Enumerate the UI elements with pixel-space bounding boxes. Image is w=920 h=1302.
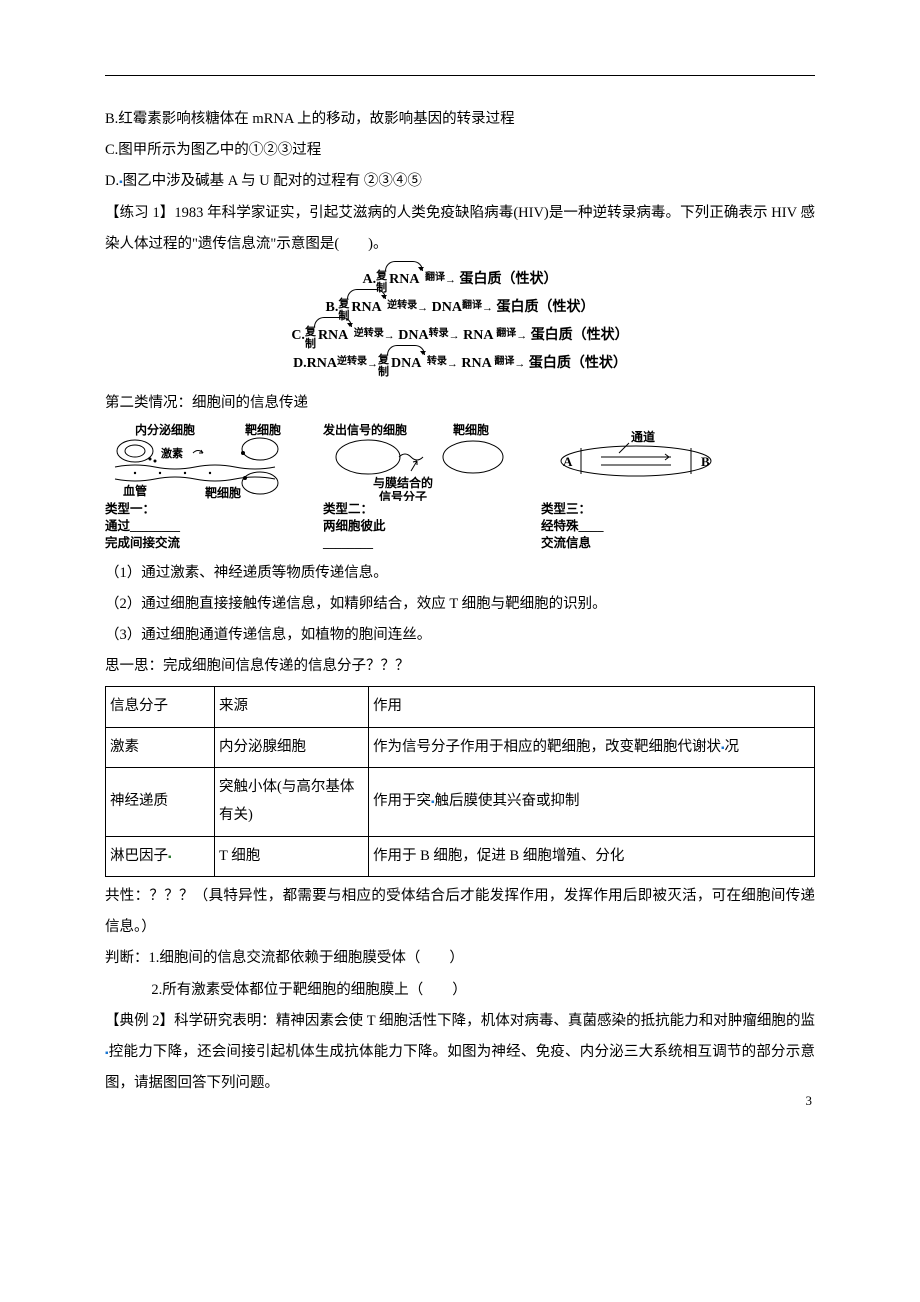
t3-line3: 交流信息 bbox=[541, 535, 731, 552]
option-d: D.▪图乙中涉及碱基 A 与 U 配对的过程有 ②③④⑤ bbox=[105, 166, 815, 197]
flow-options: A.复制RNA 翻译→ 蛋白质（性状） B.复制RNA 逆转录→ DNA翻译→ … bbox=[105, 266, 815, 378]
t1-line2: 通过________ bbox=[105, 518, 305, 535]
judge-2: 2.所有激素受体都位于靶细胞的细胞膜上（ ） bbox=[105, 975, 815, 1006]
t2-line1: 类型二： bbox=[323, 501, 523, 518]
svg-text:通道: 通道 bbox=[631, 429, 655, 444]
svg-text:血管: 血管 bbox=[123, 483, 147, 498]
diagram-type1: 内分泌细胞 靶细胞 激素 血管 靶细胞 类型一： 通过________ bbox=[105, 423, 305, 552]
judge-1: 判断：1.细胞间的信息交流都依赖于细胞膜受体（ ） bbox=[105, 943, 815, 974]
svg-text:靶细胞: 靶细胞 bbox=[453, 423, 489, 437]
t2-line2: 两细胞彼此 bbox=[323, 518, 523, 535]
svg-text:靶细胞: 靶细胞 bbox=[245, 423, 281, 437]
svg-text:靶细胞: 靶细胞 bbox=[205, 485, 241, 500]
r3c1: 淋巴因子▪ bbox=[106, 836, 215, 877]
option-c: C.图甲所示为图乙中的①②③过程 bbox=[105, 135, 815, 166]
table-row: 激素 内分泌腺细胞 作为信号分子作用于相应的靶细胞，改变靶细胞代谢状▪况 bbox=[106, 727, 815, 768]
t3-line1: 类型三： bbox=[541, 501, 731, 518]
table-row: 神经递质 突触小体(与高尔基体有关) 作用于突▪触后膜使其兴奋或抑制 bbox=[106, 768, 815, 836]
svg-text:信号分子: 信号分子 bbox=[379, 489, 427, 501]
r2c1: 神经递质 bbox=[106, 768, 215, 836]
bullet-3: （3）通过细胞通道传递信息，如植物的胞间连丝。 bbox=[105, 620, 815, 651]
think-prompt: 思一思：完成细胞间信息传递的信息分子？？？ bbox=[105, 651, 815, 682]
r2c2: 突触小体(与高尔基体有关) bbox=[215, 768, 369, 836]
opt-b: B.复制RNA 逆转录→ DNA翻译→ 蛋白质（性状） bbox=[105, 294, 815, 322]
r1c1: 激素 bbox=[106, 727, 215, 768]
option-b: B.红霉素影响核糖体在 mRNA 上的移动，故影响基因的转录过程 bbox=[105, 104, 815, 135]
th-3: 作用 bbox=[369, 687, 815, 728]
opt-c: C.复制RNA 逆转录→ DNA转录→ RNA 翻译→ 蛋白质（性状） bbox=[105, 322, 815, 350]
bullet-1: （1）通过激素、神经递质等物质传递信息。 bbox=[105, 558, 815, 589]
svg-text:与膜结合的: 与膜结合的 bbox=[373, 475, 433, 490]
table-row: 信息分子 来源 作用 bbox=[106, 687, 815, 728]
t3-line2: 经特殊____ bbox=[541, 518, 731, 535]
section-2-title: 第二类情况：细胞间的信息传递 bbox=[105, 388, 815, 419]
th-2: 来源 bbox=[215, 687, 369, 728]
opt-d: D.RNA逆转录→复制DNA 转录→ RNA 翻译→ 蛋白质（性状） bbox=[105, 350, 815, 378]
r1c3: 作为信号分子作用于相应的靶细胞，改变靶细胞代谢状▪况 bbox=[369, 727, 815, 768]
type1-svg: 内分泌细胞 靶细胞 激素 血管 靶细胞 bbox=[105, 423, 305, 501]
info-molecule-table: 信息分子 来源 作用 激素 内分泌腺细胞 作为信号分子作用于相应的靶细胞，改变靶… bbox=[105, 686, 815, 877]
marker-dot: ▪ bbox=[119, 177, 123, 188]
svg-text:B: B bbox=[701, 454, 710, 469]
top-rule bbox=[105, 75, 815, 76]
r3c2: T 细胞 bbox=[215, 836, 369, 877]
svg-text:激素: 激素 bbox=[161, 446, 183, 460]
svg-text:内分泌细胞: 内分泌细胞 bbox=[135, 423, 195, 437]
t1-line1: 类型一： bbox=[105, 501, 305, 518]
t2-line3: ________ bbox=[323, 535, 523, 552]
opt-a: A.复制RNA 翻译→ 蛋白质（性状） bbox=[105, 266, 815, 294]
example-2: 【典例 2】科学研究表明：精神因素会使 T 细胞活性下降，机体对病毒、真菌感染的… bbox=[105, 1006, 815, 1100]
table-row: 淋巴因子▪ T 细胞 作用于 B 细胞，促进 B 细胞增殖、分化 bbox=[106, 836, 815, 877]
svg-text:A: A bbox=[563, 454, 573, 469]
r2c3: 作用于突▪触后膜使其兴奋或抑制 bbox=[369, 768, 815, 836]
cell-signal-diagrams: 内分泌细胞 靶细胞 激素 血管 靶细胞 类型一： 通过________ bbox=[105, 423, 815, 552]
diagram-type2: 发出信号的细胞 靶细胞 与膜结合的 信号分子 类型二： 两细胞彼此 ______… bbox=[323, 423, 523, 552]
svg-text:发出信号的细胞: 发出信号的细胞 bbox=[323, 423, 407, 437]
exercise-1: 【练习 1】1983 年科学家证实，引起艾滋病的人类免疫缺陷病毒(HIV)是一种… bbox=[105, 198, 815, 260]
type2-svg: 发出信号的细胞 靶细胞 与膜结合的 信号分子 bbox=[323, 423, 523, 501]
page-container: B.红霉素影响核糖体在 mRNA 上的移动，故影响基因的转录过程 C.图甲所示为… bbox=[0, 0, 920, 1139]
r3c3: 作用于 B 细胞，促进 B 细胞增殖、分化 bbox=[369, 836, 815, 877]
th-1: 信息分子 bbox=[106, 687, 215, 728]
t1-line3: 完成间接交流 bbox=[105, 535, 305, 552]
bullet-2: （2）通过细胞直接接触传递信息，如精卵结合，效应 T 细胞与靶细胞的识别。 bbox=[105, 589, 815, 620]
commonality: 共性：？？？（具特异性，都需要与相应的受体结合后才能发挥作用，发挥作用后即被灭活… bbox=[105, 881, 815, 943]
type3-svg: 通道 A B bbox=[541, 423, 731, 501]
r1c2: 内分泌腺细胞 bbox=[215, 727, 369, 768]
diagram-type3: 通道 A B 类型三： 经特殊____ 交流信息 bbox=[541, 423, 731, 552]
page-number: 3 bbox=[806, 1093, 813, 1109]
